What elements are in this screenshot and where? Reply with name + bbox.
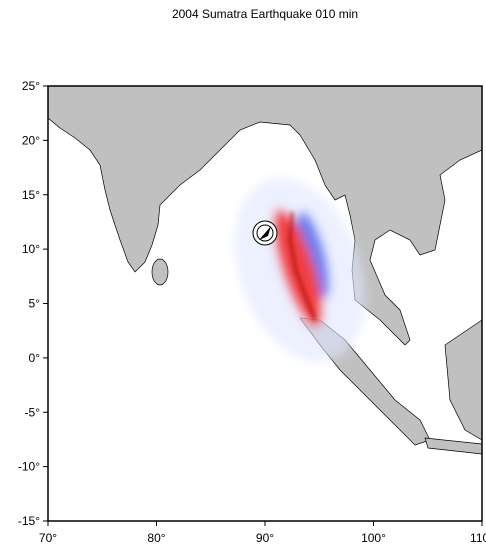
y-tick-label: 15° (22, 188, 40, 202)
x-tick-label: 110° (470, 531, 486, 545)
x-tick-label: 100° (361, 531, 386, 545)
y-tick-label: 0° (29, 351, 41, 365)
rupture (288, 211, 316, 321)
java (424, 437, 482, 455)
y-tick-label: -5° (25, 405, 41, 419)
borneo (444, 319, 482, 441)
y-tick-label: -15° (18, 514, 40, 528)
y-tick-label: 10° (22, 242, 40, 256)
y-tick-label: 5° (29, 297, 41, 311)
y-tick-label: 20° (22, 133, 40, 147)
land (48, 86, 482, 346)
beachball (252, 220, 278, 246)
y-tick-label: 25° (22, 79, 40, 93)
x-tick-label: 70° (39, 531, 57, 545)
sri-lanka (151, 258, 169, 286)
y-tick-label: -10° (18, 460, 40, 474)
x-tick-label: 80° (147, 531, 165, 545)
x-tick-label: 90° (256, 531, 274, 545)
map-area (48, 86, 482, 521)
title: 2004 Sumatra Earthquake 010 min (172, 7, 358, 21)
